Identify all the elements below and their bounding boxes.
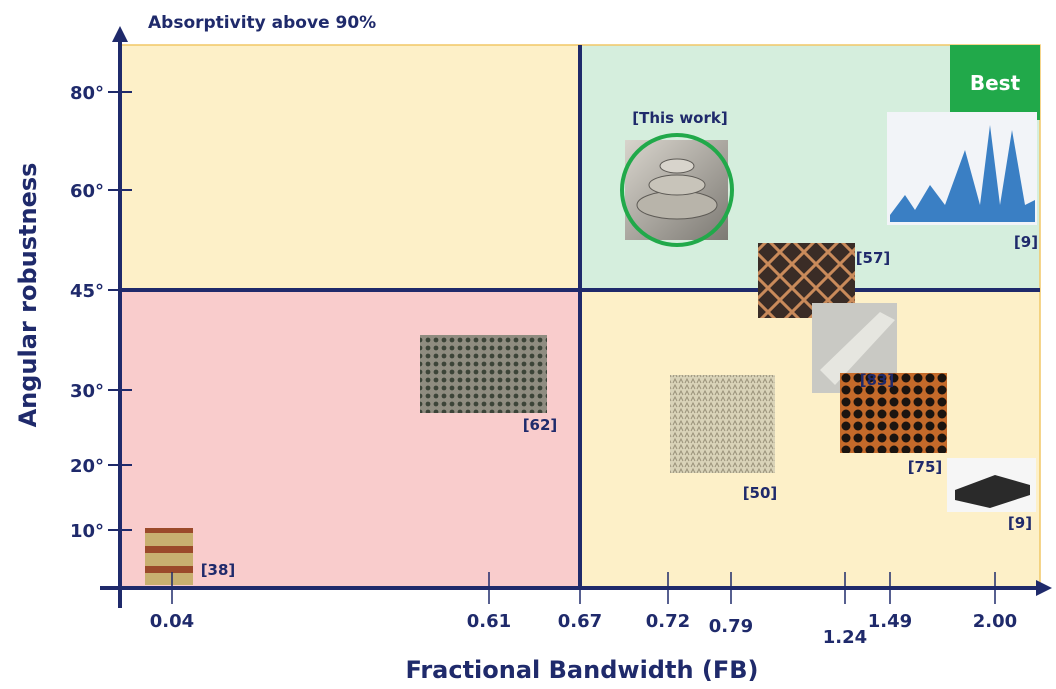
photo (670, 375, 775, 473)
y-axis-arrow (112, 26, 128, 42)
reference-label: [62] (523, 416, 558, 434)
badge-text: Best (970, 71, 1021, 95)
reference-label: [75] (908, 458, 943, 476)
y-tick-label: 80° (70, 83, 104, 104)
photo-detail (648, 174, 706, 196)
photo-detail (659, 158, 695, 174)
highlight-circle (620, 133, 734, 247)
x-tick-label: 0.72 (646, 611, 690, 632)
reference-label: [9] (1014, 233, 1038, 251)
reference-label: [50] (743, 484, 778, 502)
x-tick-label: 0.04 (150, 611, 194, 632)
reference-label: [57] (856, 249, 891, 267)
photo (145, 528, 193, 585)
reference-label: [9] (1008, 514, 1032, 532)
reference-label: [83] (860, 371, 895, 389)
y-tick-label: 30° (70, 381, 104, 402)
photo-detail (955, 475, 1030, 508)
quadrant (120, 45, 580, 290)
x-tick-label: 2.00 (973, 611, 1017, 632)
badge (950, 45, 1040, 120)
y-tick-label: 20° (70, 456, 104, 477)
quadrant (580, 290, 1040, 588)
x-tick-label: 1.24 (823, 627, 867, 648)
x-tick-label: 0.79 (709, 616, 753, 637)
x-tick-label: 0.67 (558, 611, 602, 632)
title: Absorptivity above 90% (148, 13, 376, 33)
y-tick-label: 45° (70, 281, 104, 302)
y-tick-label: 10° (70, 521, 104, 542)
x-tick-label: 0.61 (467, 611, 511, 632)
photo-detail (890, 125, 1035, 222)
y-tick-label: 60° (70, 181, 104, 202)
x-axis-arrow (1036, 580, 1052, 596)
y-axis-label: Angular robustness (14, 163, 42, 428)
x-tick-label: 1.49 (868, 611, 912, 632)
photo (840, 373, 947, 453)
x-axis-label: Fractional Bandwidth (FB) (405, 656, 758, 684)
photo-detail (820, 312, 895, 385)
reference-label: [This work] (632, 109, 727, 127)
photo (420, 335, 547, 413)
reference-label: [38] (201, 561, 236, 579)
